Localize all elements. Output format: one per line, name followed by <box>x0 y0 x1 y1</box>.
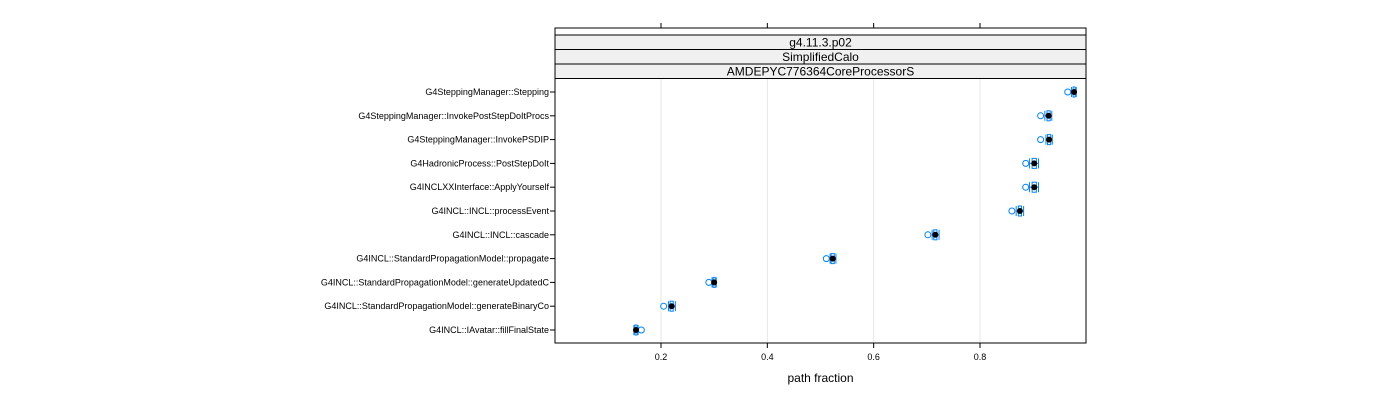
box-median <box>1045 112 1052 119</box>
x-tick-label: 0.6 <box>867 352 880 362</box>
category-label: G4INCL::StandardPropagationModel::genera… <box>321 277 550 287</box>
box-outlier <box>705 278 713 286</box>
box-median <box>633 327 640 333</box>
box-item <box>1064 86 1078 98</box>
box-item <box>1037 110 1053 122</box>
strip-label: g4.11.3.p02 <box>789 36 852 50</box>
box-median <box>1016 208 1023 214</box>
category-label: G4INCL::INCL::cascade <box>452 230 549 240</box>
strip-label: SimplifiedCalo <box>782 50 859 64</box>
box-outlier <box>822 255 830 263</box>
category-label: G4INCL::StandardPropagationModel::genera… <box>324 301 549 311</box>
box-median <box>1071 89 1078 95</box>
box-outlier <box>1037 112 1045 120</box>
category-label: G4SteppingManager::InvokePSDIP <box>407 135 549 145</box>
x-tick-label: 0.8 <box>974 352 987 362</box>
x-axis-title: path fraction <box>787 371 853 385</box>
strip-headers: g4.11.3.p02SimplifiedCaloAMDEPYC776364Co… <box>554 34 1087 79</box>
box-item <box>633 324 645 336</box>
category-label: G4INCLXXInterface::ApplyYourself <box>410 182 550 192</box>
grid-lines <box>660 78 981 343</box>
box-outlier <box>1064 88 1072 96</box>
x-axis: 0.2 0.4 0.6 0.8 <box>655 23 987 362</box>
x-tick-label: 0.2 <box>655 352 668 362</box>
box-median <box>668 303 675 310</box>
box-median <box>932 231 939 238</box>
box-outlier <box>637 326 645 334</box>
category-label: G4INCL::StandardPropagationModel::propag… <box>356 254 549 264</box>
category-label: G4SteppingManager::Stepping <box>425 87 549 97</box>
box-outlier <box>1008 207 1016 215</box>
box-outlier <box>1037 136 1045 144</box>
box-item <box>705 276 718 288</box>
box-item <box>924 229 940 241</box>
box-median <box>1031 184 1038 191</box>
strip-label: AMDEPYC776364CoreProcessorS <box>727 65 914 79</box>
x-tick-label: 0.4 <box>761 352 774 362</box>
category-labels: G4SteppingManager::SteppingG4SteppingMan… <box>321 87 555 335</box>
box-series <box>633 86 1078 336</box>
category-label: G4INCL::INCL::processEvent <box>431 206 549 216</box>
box-item <box>1022 181 1039 193</box>
box-outlier <box>924 231 932 239</box>
box-outlier <box>1022 159 1030 167</box>
box-item <box>1037 134 1053 146</box>
panel-frame <box>554 27 1087 344</box>
box-item <box>822 253 837 265</box>
category-label: G4INCL::IAvatar::fillFinalState <box>429 325 549 335</box>
category-label: G4SteppingManager::InvokePostStepDoItPro… <box>358 111 549 121</box>
box-median <box>711 279 718 286</box>
box-item <box>1022 157 1039 169</box>
box-median <box>1046 136 1053 143</box>
box-outlier <box>1022 183 1030 191</box>
panel-border <box>554 27 1087 344</box>
box-outlier <box>660 302 668 310</box>
box-median <box>829 255 836 262</box>
box-item <box>660 300 676 312</box>
box-item <box>1008 205 1025 217</box>
box-median <box>1031 160 1038 167</box>
category-label: G4HadronicProcess::PostStepDoIt <box>410 158 549 168</box>
